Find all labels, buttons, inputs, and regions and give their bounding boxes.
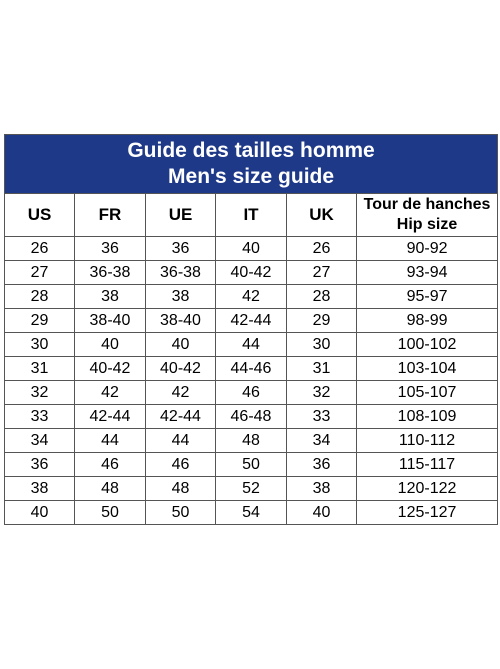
cell-it: 50 bbox=[215, 452, 287, 477]
cell-uk: 34 bbox=[286, 428, 357, 453]
cell-us: 40 bbox=[4, 500, 75, 525]
column-header-uk: UK bbox=[286, 193, 357, 237]
cell-uk: 33 bbox=[286, 404, 357, 429]
cell-us: 27 bbox=[4, 260, 75, 285]
title-row: Guide des tailles homme Men's size guide bbox=[3, 134, 499, 194]
cell-uk: 40 bbox=[286, 500, 357, 525]
cell-fr: 46 bbox=[74, 452, 146, 477]
cell-ue: 40 bbox=[145, 332, 216, 357]
cell-hip-size: 105-107 bbox=[355, 380, 499, 405]
title-english: Men's size guide bbox=[168, 165, 335, 188]
cell-hip-size: 110-112 bbox=[355, 428, 499, 453]
size-rows: 26 36 36 40 26 90-92 27 36-38 36-38 40-42 27 93-94 2… bbox=[4, 236, 499, 525]
column-header-fr: FR bbox=[74, 193, 146, 237]
cell-ue: 40-42 bbox=[145, 356, 216, 381]
cell-ue: 48 bbox=[145, 476, 216, 501]
column-header-us: US bbox=[4, 193, 75, 237]
cell-ue: 46 bbox=[145, 452, 216, 477]
cell-uk: 28 bbox=[286, 284, 357, 309]
table-row: 29 38-40 38-40 42-44 29 98-99 bbox=[4, 308, 499, 333]
cell-it: 40 bbox=[215, 236, 287, 261]
column-header-it: IT bbox=[215, 193, 287, 237]
cell-uk: 32 bbox=[286, 380, 357, 405]
header-row: US FR UE IT UK Tour de hanches Hip size bbox=[4, 193, 499, 237]
column-header-ue: UE bbox=[145, 193, 216, 237]
cell-ue: 38-40 bbox=[145, 308, 216, 333]
cell-it: 42-44 bbox=[215, 308, 287, 333]
cell-uk: 36 bbox=[286, 452, 357, 477]
cell-hip-size: 120-122 bbox=[355, 476, 499, 501]
cell-us: 28 bbox=[4, 284, 75, 309]
cell-ue: 36-38 bbox=[145, 260, 216, 285]
cell-it: 42 bbox=[215, 284, 287, 309]
table-row: 38 48 48 52 38 120-122 bbox=[4, 476, 499, 501]
cell-us: 30 bbox=[4, 332, 75, 357]
table-row: 36 46 46 50 36 115-117 bbox=[4, 452, 499, 477]
cell-uk: 31 bbox=[286, 356, 357, 381]
cell-uk: 27 bbox=[286, 260, 357, 285]
hip-header-english: Hip size bbox=[396, 216, 458, 233]
cell-hip-size: 98-99 bbox=[355, 308, 499, 333]
table-row: 33 42-44 42-44 46-48 33 108-109 bbox=[4, 404, 499, 429]
table-row: 40 50 50 54 40 125-127 bbox=[4, 500, 499, 525]
cell-hip-size: 100-102 bbox=[355, 332, 499, 357]
cell-fr: 36 bbox=[74, 236, 146, 261]
hip-header-french: Tour de hanches bbox=[363, 196, 491, 213]
cell-ue: 36 bbox=[145, 236, 216, 261]
cell-it: 46 bbox=[215, 380, 287, 405]
cell-hip-size: 125-127 bbox=[355, 500, 499, 525]
table-row: 27 36-38 36-38 40-42 27 93-94 bbox=[4, 260, 499, 285]
cell-ue: 50 bbox=[145, 500, 216, 525]
cell-us: 33 bbox=[4, 404, 75, 429]
title-french: Guide des tailles homme bbox=[127, 139, 375, 162]
size-guide-table: Guide des tailles homme Men's size guide… bbox=[3, 134, 499, 525]
cell-hip-size: 90-92 bbox=[355, 236, 499, 261]
cell-fr: 44 bbox=[74, 428, 146, 453]
cell-fr: 38 bbox=[74, 284, 146, 309]
cell-ue: 38 bbox=[145, 284, 216, 309]
table-row: 32 42 42 46 32 105-107 bbox=[4, 380, 499, 405]
cell-us: 26 bbox=[4, 236, 75, 261]
cell-fr: 48 bbox=[74, 476, 146, 501]
cell-uk: 38 bbox=[286, 476, 357, 501]
cell-it: 44 bbox=[215, 332, 287, 357]
cell-us: 29 bbox=[4, 308, 75, 333]
cell-it: 48 bbox=[215, 428, 287, 453]
cell-hip-size: 103-104 bbox=[355, 356, 499, 381]
cell-us: 38 bbox=[4, 476, 75, 501]
table-row: 31 40-42 40-42 44-46 31 103-104 bbox=[4, 356, 499, 381]
cell-fr: 40-42 bbox=[74, 356, 146, 381]
cell-hip-size: 95-97 bbox=[355, 284, 499, 309]
cell-hip-size: 108-109 bbox=[355, 404, 499, 429]
cell-us: 32 bbox=[4, 380, 75, 405]
cell-fr: 42 bbox=[74, 380, 146, 405]
cell-fr: 38-40 bbox=[74, 308, 146, 333]
cell-fr: 42-44 bbox=[74, 404, 146, 429]
cell-ue: 42 bbox=[145, 380, 216, 405]
cell-it: 54 bbox=[215, 500, 287, 525]
table-row: 30 40 40 44 30 100-102 bbox=[4, 332, 499, 357]
cell-ue: 42-44 bbox=[145, 404, 216, 429]
table-title: Guide des tailles homme Men's size guide bbox=[3, 134, 499, 194]
cell-it: 52 bbox=[215, 476, 287, 501]
cell-uk: 26 bbox=[286, 236, 357, 261]
cell-us: 34 bbox=[4, 428, 75, 453]
cell-hip-size: 115-117 bbox=[355, 452, 499, 477]
column-header-hip-size: Tour de hanches Hip size bbox=[355, 193, 499, 237]
table-row: 28 38 38 42 28 95-97 bbox=[4, 284, 499, 309]
cell-it: 40-42 bbox=[215, 260, 287, 285]
table-row: 26 36 36 40 26 90-92 bbox=[4, 236, 499, 261]
cell-fr: 40 bbox=[74, 332, 146, 357]
cell-it: 46-48 bbox=[215, 404, 287, 429]
cell-uk: 29 bbox=[286, 308, 357, 333]
cell-us: 36 bbox=[4, 452, 75, 477]
cell-uk: 30 bbox=[286, 332, 357, 357]
cell-it: 44-46 bbox=[215, 356, 287, 381]
cell-us: 31 bbox=[4, 356, 75, 381]
cell-ue: 44 bbox=[145, 428, 216, 453]
cell-fr: 50 bbox=[74, 500, 146, 525]
table-row: 34 44 44 48 34 110-112 bbox=[4, 428, 499, 453]
cell-fr: 36-38 bbox=[74, 260, 146, 285]
cell-hip-size: 93-94 bbox=[355, 260, 499, 285]
